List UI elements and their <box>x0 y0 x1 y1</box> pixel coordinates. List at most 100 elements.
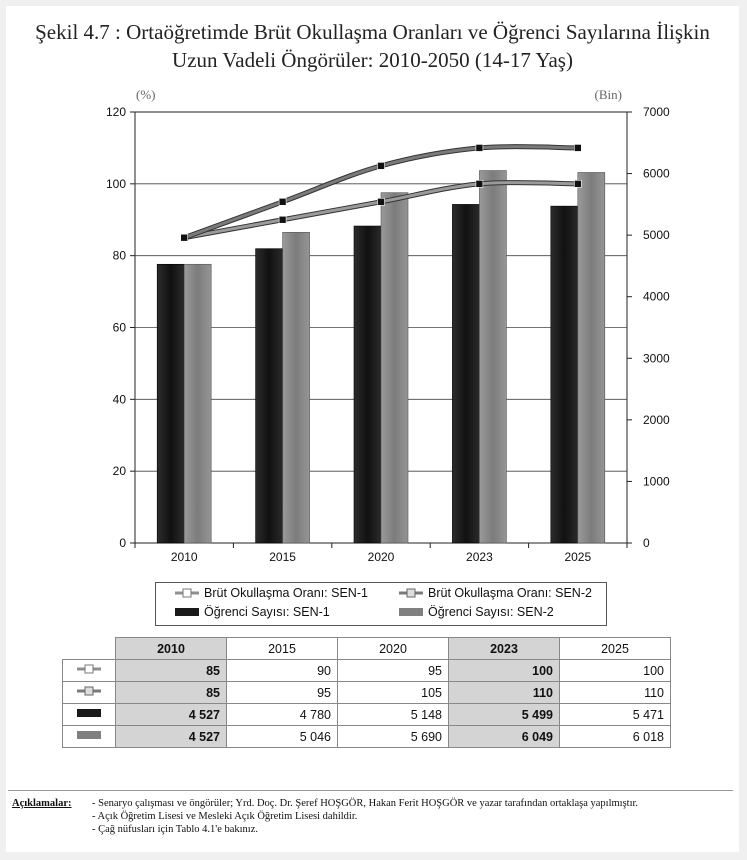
table-header-row: 2010 2015 2020 2023 2025 <box>62 637 671 660</box>
right-axis-unit: (Bin) <box>595 87 622 102</box>
right-axis-tick-label: 3000 <box>643 351 670 365</box>
figure-title: Şekil 4.7 : Ortaöğretimde Brüt Okullaşma… <box>10 18 735 74</box>
left-axis-unit: (%) <box>136 87 156 102</box>
table-cell: 100 <box>559 659 671 682</box>
bar-1-2015 <box>255 248 283 544</box>
left-axis-tick-label: 20 <box>113 464 127 478</box>
note-item: - Çağ nüfusları için Tablo 4.1'e bakınız… <box>92 824 259 835</box>
bar-1-2010 <box>156 263 185 544</box>
table-header-cell: 2010 <box>115 637 227 660</box>
right-axis-tick-label: 0 <box>643 536 650 550</box>
legend-entry-bar-sen2: Öğrenci Sayısı: SEN-2 <box>398 605 554 619</box>
bar-1-2025 <box>550 205 579 544</box>
notes-label: Açıklamalar: <box>12 798 72 809</box>
bar-1-2020 <box>353 225 382 544</box>
right-axis-tick-label: 7000 <box>643 105 670 119</box>
table-cell: 4 780 <box>226 703 338 726</box>
line-2-point-2020 <box>377 162 385 170</box>
right-axis-tick-label: 2000 <box>643 413 670 427</box>
line-2-point-2025 <box>573 144 582 152</box>
table-cell: 5 690 <box>337 725 449 748</box>
bar-1-2023 <box>452 204 480 544</box>
legend-entry-line-sen2: Brüt Okullaşma Oranı: SEN-2 <box>398 586 592 600</box>
combo-chart: 0 20 40 60 80 100 120 0 1000 2000 3000 4000 5000 6000… <box>106 87 670 564</box>
x-axis-tick-label: 2020 <box>368 550 395 564</box>
table-cell: 5 471 <box>559 703 671 726</box>
line-2-point-2023 <box>475 144 484 152</box>
x-axis-tick-label: 2025 <box>564 550 591 564</box>
table-row: 4 527 5 046 5 690 6 049 6 018 <box>62 725 671 748</box>
right-axis-tick-label: 6000 <box>643 167 670 181</box>
left-axis-tick-label: 0 <box>119 536 126 550</box>
bar-2-2025 <box>577 172 606 544</box>
note-item: - Senaryo çalışması ve öngörüler; Yrd. D… <box>92 798 639 809</box>
line-1-point-2015 <box>278 215 287 224</box>
legend-line-marker-icon <box>175 588 199 598</box>
bar-sen1-key-icon <box>62 703 116 726</box>
left-axis-tick-label: 80 <box>113 249 127 263</box>
table-cell: 5 046 <box>226 725 338 748</box>
table-row: 85 90 95 100 100 <box>62 659 671 682</box>
table-cell: 4 527 <box>115 703 227 726</box>
table-header-cell: 2015 <box>226 637 338 660</box>
legend-entry-bar-sen1: Öğrenci Sayısı: SEN-1 <box>174 605 330 619</box>
x-axis-tick-label: 2010 <box>171 550 198 564</box>
table-cell: 110 <box>448 681 560 704</box>
line-sen1-key-icon <box>62 659 116 682</box>
line-sen2-key-icon <box>62 681 116 704</box>
table-row: 4 527 4 780 5 148 5 499 5 471 <box>62 703 671 726</box>
line-2-point-2015 <box>278 197 287 206</box>
table-cell: 85 <box>115 659 227 682</box>
bar-2-2023 <box>479 170 507 544</box>
bars <box>156 170 606 544</box>
table-cell: 5 499 <box>448 703 560 726</box>
data-table: 2010 2015 2020 2023 2025 85 90 95 100 10… <box>62 637 671 748</box>
bar-2-2015 <box>282 232 310 544</box>
notes-section: Açıklamalar: - Senaryo çalışması ve öngö… <box>8 790 733 835</box>
legend-bar-swatch-icon <box>399 608 423 616</box>
table-cell: 90 <box>226 659 338 682</box>
table-cell: 110 <box>559 681 671 704</box>
title-line-1: Şekil 4.7 : Ortaöğretimde Brüt Okullaşma… <box>35 20 710 44</box>
table-cell: 95 <box>337 659 449 682</box>
table-cell: 85 <box>115 681 227 704</box>
right-axis-tick-label: 1000 <box>643 474 670 488</box>
left-axis-tick-label: 120 <box>106 105 126 119</box>
title-line-2: Uzun Vadeli Öngörüler: 2010-2050 (14-17 … <box>172 48 573 72</box>
table-cell: 100 <box>448 659 560 682</box>
x-axis-tick-label: 2023 <box>466 550 493 564</box>
table-header-cell: 2023 <box>448 637 560 660</box>
note-item: - Açık Öğretim Lisesi ve Mesleki Açık Öğ… <box>92 811 358 822</box>
bar-sen2-key-icon <box>62 725 116 748</box>
lines <box>180 144 582 242</box>
legend-label: Öğrenci Sayısı: SEN-2 <box>428 605 554 619</box>
x-axis-tick-label: 2015 <box>269 550 296 564</box>
table-header-cell: 2020 <box>337 637 449 660</box>
table-cell: 4 527 <box>115 725 227 748</box>
legend-label: Brüt Okullaşma Oranı: SEN-2 <box>428 586 592 600</box>
left-axis-tick-label: 60 <box>113 321 127 335</box>
table-cell: 5 148 <box>337 703 449 726</box>
table-header-cell: 2025 <box>559 637 671 660</box>
legend-label: Brüt Okullaşma Oranı: SEN-1 <box>204 586 368 600</box>
bar-2-2020 <box>380 192 409 544</box>
notes-list: - Senaryo çalışması ve öngörüler; Yrd. D… <box>92 797 638 836</box>
legend-label: Öğrenci Sayısı: SEN-1 <box>204 605 330 619</box>
axes: 0 20 40 60 80 100 120 0 1000 2000 3000 4000 5000 6000… <box>106 105 670 564</box>
line-1-point-2023 <box>475 180 484 188</box>
table-cell: 6 049 <box>448 725 560 748</box>
left-axis-tick-label: 100 <box>106 177 126 191</box>
right-axis-tick-label: 5000 <box>643 228 670 242</box>
line-1-point-2025 <box>573 180 582 188</box>
table-row: 85 95 105 110 110 <box>62 681 671 704</box>
line-1-point-2020 <box>377 197 385 206</box>
table-cell: 95 <box>226 681 338 704</box>
right-axis-tick-label: 4000 <box>643 290 670 304</box>
legend-entry-line-sen1: Brüt Okullaşma Oranı: SEN-1 <box>174 586 368 600</box>
legend-line-marker-icon <box>399 588 423 598</box>
table-cell: 105 <box>337 681 449 704</box>
table-cell: 6 018 <box>559 725 671 748</box>
chart-legend: Brüt Okullaşma Oranı: SEN-1 Brüt Okullaş… <box>155 582 607 626</box>
legend-bar-swatch-icon <box>175 608 199 616</box>
left-axis-tick-label: 40 <box>113 392 127 406</box>
